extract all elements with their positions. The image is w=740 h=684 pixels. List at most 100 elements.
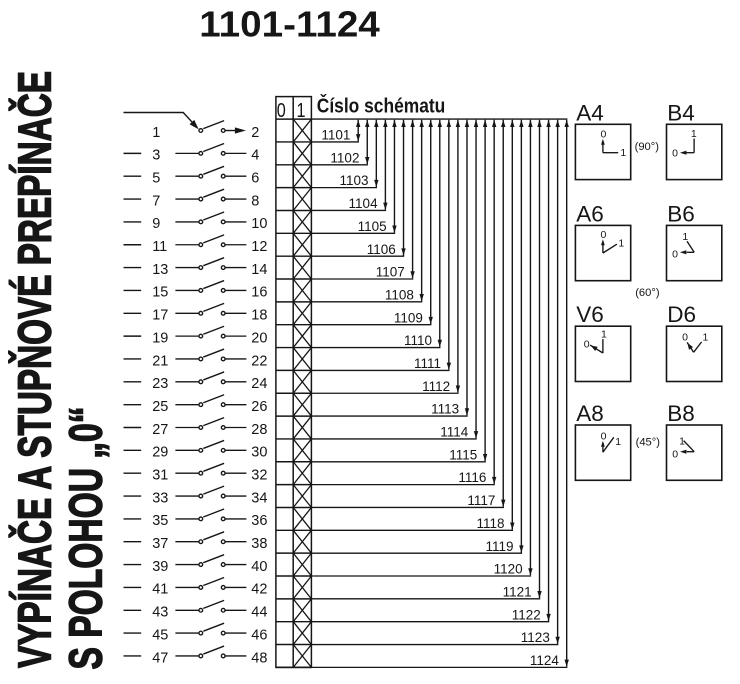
svg-text:29: 29: [152, 445, 168, 461]
svg-text:1: 1: [152, 125, 160, 141]
svg-text:1123: 1123: [521, 630, 550, 645]
svg-text:1: 1: [679, 436, 685, 448]
svg-text:11: 11: [152, 239, 167, 255]
svg-text:1: 1: [615, 436, 621, 448]
svg-text:A8: A8: [576, 401, 604, 426]
svg-text:37: 37: [152, 536, 168, 552]
svg-text:8: 8: [251, 193, 259, 209]
svg-text:1: 1: [601, 329, 607, 341]
svg-text:26: 26: [251, 399, 267, 415]
svg-text:18: 18: [251, 308, 267, 324]
svg-text:(45°): (45°): [636, 436, 661, 448]
svg-text:17: 17: [152, 308, 168, 324]
svg-text:B6: B6: [667, 201, 695, 226]
svg-text:1113: 1113: [431, 402, 459, 417]
svg-text:46: 46: [251, 627, 267, 643]
svg-text:20: 20: [251, 330, 267, 346]
svg-text:0: 0: [682, 332, 688, 344]
svg-text:1120: 1120: [494, 562, 523, 577]
svg-text:D6: D6: [667, 302, 696, 327]
svg-text:1102: 1102: [330, 150, 359, 165]
svg-text:3: 3: [152, 148, 160, 164]
svg-text:1112: 1112: [422, 379, 450, 394]
svg-text:0: 0: [584, 339, 590, 351]
svg-text:42: 42: [251, 582, 267, 598]
svg-text:15: 15: [152, 285, 168, 301]
svg-text:1: 1: [297, 99, 306, 122]
svg-text:1114: 1114: [440, 425, 469, 440]
svg-text:(60°): (60°): [635, 287, 660, 299]
svg-text:1: 1: [620, 147, 626, 159]
svg-text:B8: B8: [667, 401, 695, 426]
svg-text:23: 23: [152, 376, 168, 392]
svg-text:14: 14: [251, 262, 267, 278]
svg-text:1109: 1109: [394, 310, 423, 325]
svg-text:1121: 1121: [503, 584, 532, 599]
svg-text:21: 21: [152, 353, 168, 369]
svg-text:35: 35: [152, 513, 168, 529]
svg-text:B4: B4: [667, 100, 695, 125]
svg-text:19: 19: [152, 330, 168, 346]
svg-text:41: 41: [152, 582, 168, 598]
svg-text:43: 43: [152, 605, 168, 621]
svg-text:7: 7: [152, 193, 160, 209]
svg-text:36: 36: [251, 513, 267, 529]
svg-text:4: 4: [251, 148, 259, 164]
svg-text:0: 0: [672, 248, 678, 260]
svg-text:1: 1: [682, 231, 688, 243]
svg-text:A6: A6: [576, 201, 604, 226]
svg-text:1106: 1106: [367, 242, 396, 257]
svg-text:32: 32: [251, 468, 267, 484]
svg-text:1108: 1108: [385, 287, 414, 302]
svg-text:33: 33: [152, 490, 168, 506]
svg-text:VYPÍNAČE A STUPŇOVÉ PREPÍNAČE: VYPÍNAČE A STUPŇOVÉ PREPÍNAČE: [9, 71, 61, 668]
svg-text:Číslo schématu: Číslo schématu: [317, 94, 446, 118]
svg-text:5: 5: [152, 171, 160, 187]
svg-text:10: 10: [251, 216, 267, 232]
svg-text:34: 34: [251, 490, 267, 506]
svg-text:22: 22: [251, 353, 267, 369]
svg-text:30: 30: [251, 445, 267, 461]
svg-text:1115: 1115: [449, 447, 477, 462]
svg-text:45: 45: [152, 627, 168, 643]
svg-text:0: 0: [600, 129, 606, 141]
svg-text:1118: 1118: [476, 516, 504, 531]
svg-text:1116: 1116: [458, 470, 486, 485]
svg-text:1124: 1124: [530, 653, 560, 668]
svg-text:1117: 1117: [467, 493, 495, 508]
svg-text:6: 6: [251, 171, 259, 187]
svg-text:47: 47: [152, 650, 168, 666]
svg-text:1105: 1105: [358, 219, 387, 234]
svg-text:40: 40: [251, 559, 267, 575]
svg-text:12: 12: [251, 239, 267, 255]
svg-text:1104: 1104: [349, 196, 379, 211]
svg-text:1: 1: [618, 237, 624, 249]
svg-text:1103: 1103: [339, 173, 368, 188]
svg-text:39: 39: [152, 559, 168, 575]
svg-text:1: 1: [702, 332, 708, 344]
svg-text:13: 13: [152, 262, 168, 278]
svg-text:28: 28: [251, 422, 267, 438]
svg-text:A4: A4: [576, 100, 604, 125]
svg-text:1122: 1122: [512, 607, 541, 622]
svg-text:31: 31: [152, 468, 168, 484]
svg-text:0: 0: [277, 99, 286, 122]
svg-text:S POLOHOU „0“: S POLOHOU „0“: [60, 407, 112, 670]
svg-text:(90°): (90°): [635, 141, 660, 153]
svg-text:1101-1124: 1101-1124: [199, 4, 379, 45]
svg-text:1101: 1101: [321, 128, 350, 143]
svg-text:0: 0: [672, 448, 678, 460]
svg-text:38: 38: [251, 536, 267, 552]
svg-text:24: 24: [251, 376, 267, 392]
svg-text:48: 48: [251, 650, 267, 666]
svg-text:44: 44: [251, 605, 267, 621]
svg-text:9: 9: [152, 216, 160, 232]
svg-text:1: 1: [691, 128, 697, 140]
svg-text:1110: 1110: [404, 333, 432, 348]
svg-text:V6: V6: [576, 302, 604, 327]
svg-text:0: 0: [672, 147, 678, 159]
svg-text:1111: 1111: [414, 356, 441, 371]
svg-text:0: 0: [601, 431, 607, 443]
svg-text:27: 27: [152, 422, 168, 438]
svg-text:16: 16: [251, 285, 267, 301]
